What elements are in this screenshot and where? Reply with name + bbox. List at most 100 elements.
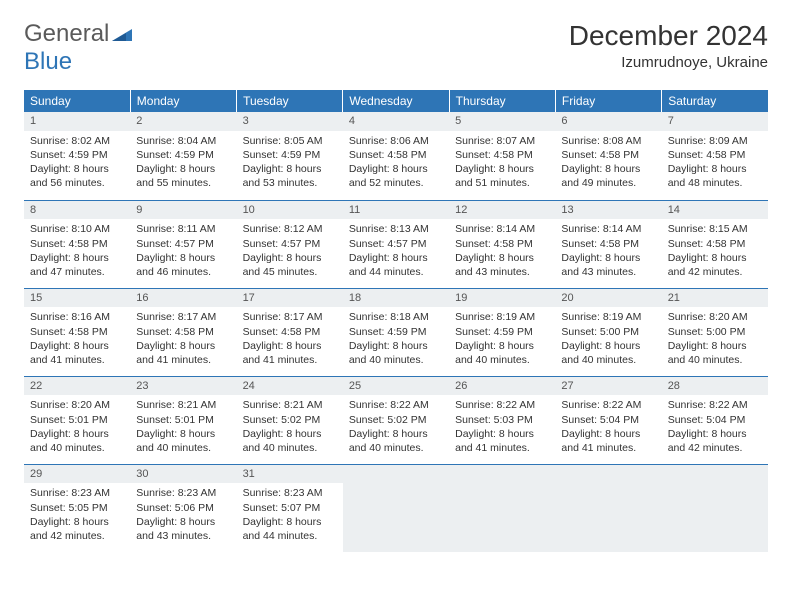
calendar-cell: 27Sunrise: 8:22 AMSunset: 5:04 PMDayligh… [555, 376, 661, 464]
calendar-cell: 28Sunrise: 8:22 AMSunset: 5:04 PMDayligh… [662, 376, 768, 464]
sunset-text: Sunset: 5:06 PM [136, 501, 230, 515]
sunrise-text: Sunrise: 8:10 AM [30, 222, 124, 236]
sunset-text: Sunset: 4:58 PM [136, 325, 230, 339]
daylight-text: Daylight: 8 hours and 43 minutes. [136, 515, 230, 543]
logo-text: General Blue [24, 20, 132, 76]
day-number: 23 [130, 377, 236, 396]
day-number: 6 [555, 112, 661, 131]
sunrise-text: Sunrise: 8:11 AM [136, 222, 230, 236]
day-body: Sunrise: 8:16 AMSunset: 4:58 PMDaylight:… [24, 307, 130, 371]
sunset-text: Sunset: 5:02 PM [243, 413, 337, 427]
sunrise-text: Sunrise: 8:23 AM [136, 486, 230, 500]
header: General Blue December 2024 Izumrudnoye, … [24, 20, 768, 76]
calendar-cell: 15Sunrise: 8:16 AMSunset: 4:58 PMDayligh… [24, 288, 130, 376]
sunset-text: Sunset: 5:01 PM [136, 413, 230, 427]
logo-word-blue: Blue [24, 48, 72, 75]
logo: General Blue [24, 20, 132, 76]
daylight-text: Daylight: 8 hours and 55 minutes. [136, 162, 230, 190]
sunrise-text: Sunrise: 8:07 AM [455, 134, 549, 148]
calendar-cell: 12Sunrise: 8:14 AMSunset: 4:58 PMDayligh… [449, 200, 555, 288]
daylight-text: Daylight: 8 hours and 40 minutes. [349, 339, 443, 367]
daylight-text: Daylight: 8 hours and 40 minutes. [349, 427, 443, 455]
day-body: Sunrise: 8:17 AMSunset: 4:58 PMDaylight:… [237, 307, 343, 371]
calendar-cell: 22Sunrise: 8:20 AMSunset: 5:01 PMDayligh… [24, 376, 130, 464]
calendar-cell: 18Sunrise: 8:18 AMSunset: 4:59 PMDayligh… [343, 288, 449, 376]
sunrise-text: Sunrise: 8:21 AM [243, 398, 337, 412]
daylight-text: Daylight: 8 hours and 49 minutes. [561, 162, 655, 190]
daylight-text: Daylight: 8 hours and 46 minutes. [136, 251, 230, 279]
daylight-text: Daylight: 8 hours and 42 minutes. [30, 515, 124, 543]
weekday-monday: Monday [130, 90, 236, 112]
daylight-text: Daylight: 8 hours and 40 minutes. [455, 339, 549, 367]
calendar-cell: 25Sunrise: 8:22 AMSunset: 5:02 PMDayligh… [343, 376, 449, 464]
sunrise-text: Sunrise: 8:09 AM [668, 134, 762, 148]
daylight-text: Daylight: 8 hours and 43 minutes. [455, 251, 549, 279]
day-number: 14 [662, 201, 768, 220]
day-body: Sunrise: 8:13 AMSunset: 4:57 PMDaylight:… [343, 219, 449, 283]
logo-triangle-icon [112, 20, 132, 47]
day-body: Sunrise: 8:22 AMSunset: 5:04 PMDaylight:… [662, 395, 768, 459]
calendar-row: 1Sunrise: 8:02 AMSunset: 4:59 PMDaylight… [24, 112, 768, 200]
day-body: Sunrise: 8:14 AMSunset: 4:58 PMDaylight:… [449, 219, 555, 283]
day-body: Sunrise: 8:22 AMSunset: 5:04 PMDaylight:… [555, 395, 661, 459]
day-body: Sunrise: 8:23 AMSunset: 5:06 PMDaylight:… [130, 483, 236, 547]
day-number: 27 [555, 377, 661, 396]
weekday-saturday: Saturday [662, 90, 768, 112]
calendar-cell: 29Sunrise: 8:23 AMSunset: 5:05 PMDayligh… [24, 464, 130, 552]
sunset-text: Sunset: 5:00 PM [561, 325, 655, 339]
sunrise-text: Sunrise: 8:20 AM [668, 310, 762, 324]
day-body: Sunrise: 8:10 AMSunset: 4:58 PMDaylight:… [24, 219, 130, 283]
sunset-text: Sunset: 4:58 PM [30, 237, 124, 251]
day-number: 31 [237, 465, 343, 484]
day-body: Sunrise: 8:05 AMSunset: 4:59 PMDaylight:… [237, 131, 343, 195]
calendar-cell: 31Sunrise: 8:23 AMSunset: 5:07 PMDayligh… [237, 464, 343, 552]
day-number: 3 [237, 112, 343, 131]
calendar-table: Sunday Monday Tuesday Wednesday Thursday… [24, 90, 768, 552]
calendar-cell: 26Sunrise: 8:22 AMSunset: 5:03 PMDayligh… [449, 376, 555, 464]
sunset-text: Sunset: 4:59 PM [349, 325, 443, 339]
day-body: Sunrise: 8:22 AMSunset: 5:03 PMDaylight:… [449, 395, 555, 459]
daylight-text: Daylight: 8 hours and 42 minutes. [668, 427, 762, 455]
sunrise-text: Sunrise: 8:15 AM [668, 222, 762, 236]
day-body: Sunrise: 8:19 AMSunset: 5:00 PMDaylight:… [555, 307, 661, 371]
daylight-text: Daylight: 8 hours and 40 minutes. [561, 339, 655, 367]
day-number: 1 [24, 112, 130, 131]
sunset-text: Sunset: 4:59 PM [455, 325, 549, 339]
month-title: December 2024 [569, 20, 768, 52]
day-body: Sunrise: 8:20 AMSunset: 5:01 PMDaylight:… [24, 395, 130, 459]
daylight-text: Daylight: 8 hours and 41 minutes. [561, 427, 655, 455]
sunrise-text: Sunrise: 8:22 AM [455, 398, 549, 412]
day-body: Sunrise: 8:21 AMSunset: 5:01 PMDaylight:… [130, 395, 236, 459]
sunset-text: Sunset: 4:59 PM [30, 148, 124, 162]
day-body: Sunrise: 8:09 AMSunset: 4:58 PMDaylight:… [662, 131, 768, 195]
sunset-text: Sunset: 5:03 PM [455, 413, 549, 427]
daylight-text: Daylight: 8 hours and 41 minutes. [136, 339, 230, 367]
day-body: Sunrise: 8:22 AMSunset: 5:02 PMDaylight:… [343, 395, 449, 459]
calendar-cell: 21Sunrise: 8:20 AMSunset: 5:00 PMDayligh… [662, 288, 768, 376]
day-number: 22 [24, 377, 130, 396]
daylight-text: Daylight: 8 hours and 42 minutes. [668, 251, 762, 279]
day-body: Sunrise: 8:21 AMSunset: 5:02 PMDaylight:… [237, 395, 343, 459]
day-number: 29 [24, 465, 130, 484]
day-body: Sunrise: 8:06 AMSunset: 4:58 PMDaylight:… [343, 131, 449, 195]
day-number: 18 [343, 289, 449, 308]
sunrise-text: Sunrise: 8:14 AM [455, 222, 549, 236]
day-body: Sunrise: 8:23 AMSunset: 5:07 PMDaylight:… [237, 483, 343, 547]
sunset-text: Sunset: 4:57 PM [349, 237, 443, 251]
daylight-text: Daylight: 8 hours and 52 minutes. [349, 162, 443, 190]
calendar-row: 15Sunrise: 8:16 AMSunset: 4:58 PMDayligh… [24, 288, 768, 376]
sunrise-text: Sunrise: 8:19 AM [455, 310, 549, 324]
day-number-empty [449, 465, 555, 553]
calendar-cell: 11Sunrise: 8:13 AMSunset: 4:57 PMDayligh… [343, 200, 449, 288]
day-number: 17 [237, 289, 343, 308]
sunset-text: Sunset: 4:59 PM [136, 148, 230, 162]
sunset-text: Sunset: 4:57 PM [243, 237, 337, 251]
calendar-cell: 4Sunrise: 8:06 AMSunset: 4:58 PMDaylight… [343, 112, 449, 200]
sunrise-text: Sunrise: 8:14 AM [561, 222, 655, 236]
day-number: 10 [237, 201, 343, 220]
sunrise-text: Sunrise: 8:06 AM [349, 134, 443, 148]
sunset-text: Sunset: 4:58 PM [349, 148, 443, 162]
sunset-text: Sunset: 5:07 PM [243, 501, 337, 515]
sunset-text: Sunset: 4:58 PM [455, 237, 549, 251]
sunset-text: Sunset: 4:58 PM [455, 148, 549, 162]
